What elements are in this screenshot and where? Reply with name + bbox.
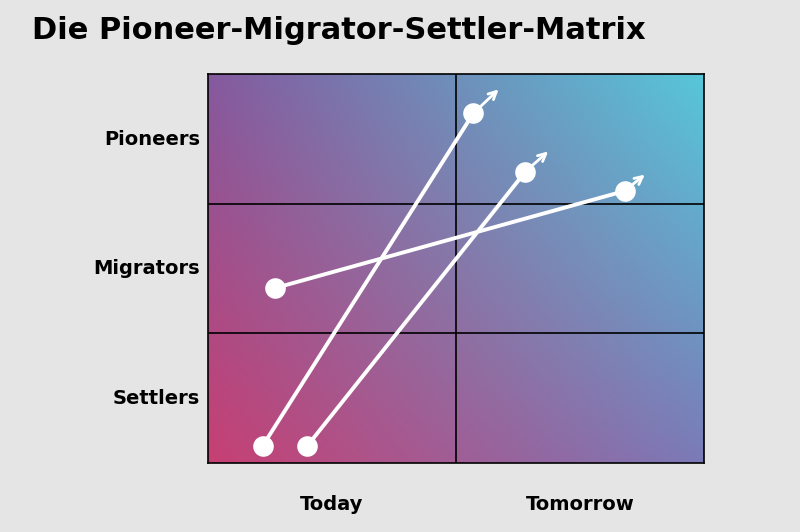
- Text: Die Pioneer-Migrator-Settler-Matrix: Die Pioneer-Migrator-Settler-Matrix: [32, 16, 646, 45]
- Text: Migrators: Migrators: [94, 259, 200, 278]
- Text: Tomorrow: Tomorrow: [526, 495, 634, 514]
- Point: [467, 109, 480, 118]
- Point: [519, 168, 532, 176]
- Point: [256, 442, 269, 450]
- Point: [301, 442, 314, 450]
- Text: Settlers: Settlers: [113, 388, 200, 408]
- Text: Pioneers: Pioneers: [104, 130, 200, 149]
- Point: [269, 284, 282, 293]
- Text: Today: Today: [300, 495, 364, 514]
- Point: [618, 187, 631, 195]
